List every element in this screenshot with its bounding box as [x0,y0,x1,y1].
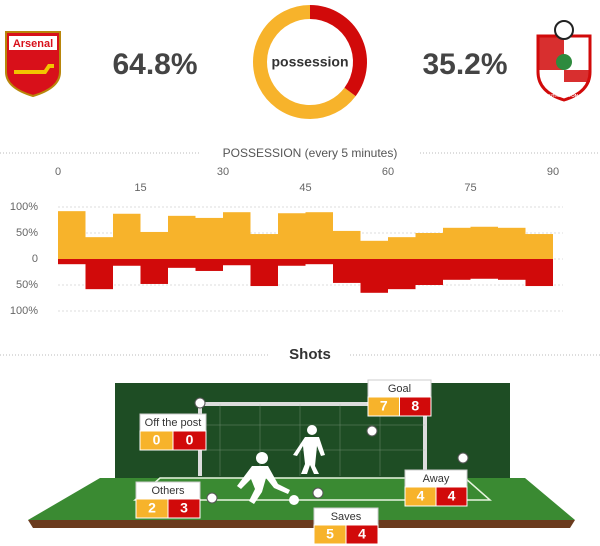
pitch [28,383,575,528]
bar [415,259,443,285]
x-tick-label: 75 [464,182,476,194]
bar [250,234,278,259]
bar [333,230,361,259]
shot-count: 7 [380,398,388,414]
bar [140,259,168,284]
shot-count-box [399,396,432,417]
bar [525,259,553,287]
shot-count: 4 [417,488,425,504]
y-tick-label: 100% [10,305,38,317]
shot-count-box [345,524,379,545]
bar [223,259,251,266]
shot-count: 8 [411,398,419,414]
bar [305,259,333,265]
shot-count-box [435,486,468,507]
bar [415,233,443,259]
bar [443,227,471,259]
x-tick-label: 60 [382,166,394,178]
y-tick-label: 0 [32,253,38,265]
bar [498,259,526,280]
shot-count: 0 [153,432,161,448]
y-tick-label: 50% [16,279,38,291]
x-tick-label: 15 [134,182,146,194]
bar [168,259,196,268]
away-badge-text: SOUTHAMPTON FC [543,93,586,98]
bar [58,211,86,259]
bar [333,259,361,283]
shots-title: Shots [289,346,331,363]
y-tick-label: 50% [16,227,38,239]
bar [498,227,526,259]
y-tick-label: 100% [10,201,38,213]
shot-count-box [172,430,207,451]
x-tick-label: 0 [55,166,61,178]
bar [58,259,86,265]
bar [278,213,306,259]
bar [140,231,168,259]
chart-title: POSSESSION (every 5 minutes) [223,146,398,160]
donut-title: possession [271,54,348,70]
shot-label: Goal [388,383,411,395]
x-tick-label: 30 [217,166,229,178]
bar [443,259,471,280]
shot-count: 2 [148,500,156,516]
shot-count: 0 [186,432,194,448]
shot-label: Away [423,473,450,485]
bar [388,237,416,259]
bar [85,237,113,259]
x-tick-label: 90 [547,166,559,178]
shot-count-box [167,498,201,519]
bar [113,259,141,266]
bar [85,259,113,290]
shot-label: Others [151,485,185,497]
bar [168,215,196,259]
donut-segment [253,5,356,119]
shot-count: 4 [448,488,456,504]
bar [305,212,333,259]
bar [360,259,388,293]
shot-label: Off the post [145,417,202,429]
bar [223,212,251,259]
bar [250,259,278,287]
shot-label: Saves [331,511,362,523]
bar [525,234,553,259]
bar [278,259,306,266]
bar [195,217,223,259]
bar [360,240,388,259]
home-possession: 64.8% [112,48,197,81]
donut-segment [309,5,367,97]
home-badge-text: Arsenal [13,38,53,50]
shot-count: 3 [180,500,188,516]
away-badge: SOUTHAMPTON FC [536,20,592,102]
x-tick-label: 45 [299,182,311,194]
home-badge: Arsenal [5,31,61,98]
shot-count: 4 [358,526,366,542]
bar [195,259,223,271]
bar [113,213,141,259]
shot-count: 5 [326,526,334,542]
bar [470,259,498,279]
away-possession: 35.2% [422,48,507,81]
bar [470,226,498,259]
bar [388,259,416,290]
